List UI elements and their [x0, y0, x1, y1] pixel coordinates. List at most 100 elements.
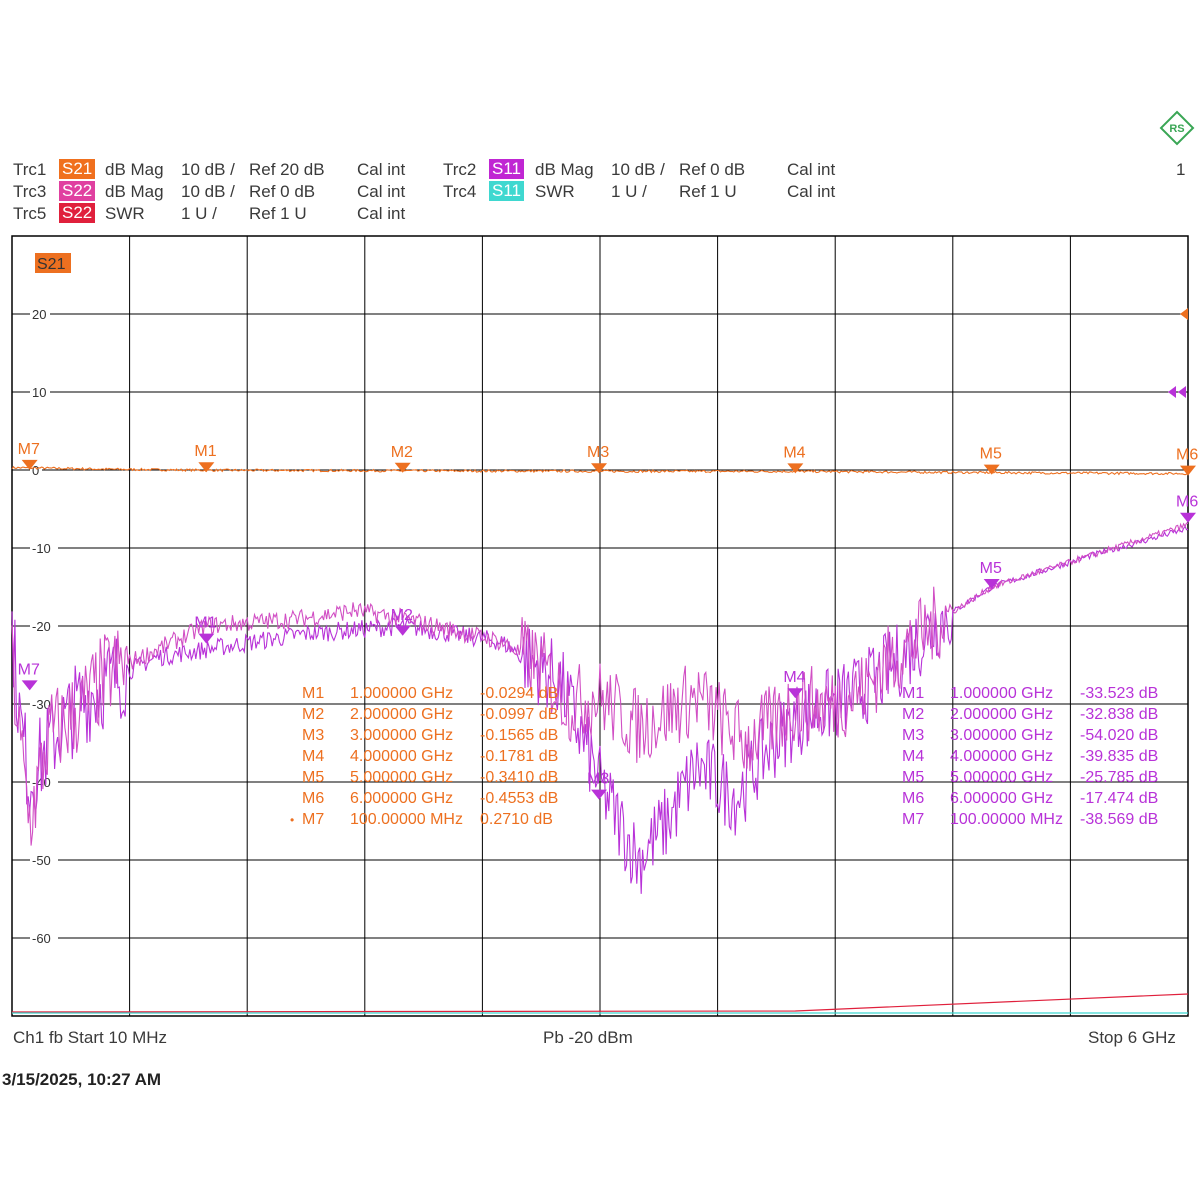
- marker-table-value: -32.838 dB: [1080, 706, 1158, 723]
- trace-reference: Ref 0 dB: [679, 160, 746, 179]
- marker-triangle: [21, 459, 38, 470]
- trace-name: Trc4: [443, 182, 477, 201]
- marker-table-value: -0.3410 dB: [480, 769, 558, 786]
- marker-table-id: M4: [302, 748, 324, 765]
- marker-label: M2: [391, 607, 413, 624]
- marker-table-frequency: 3.000000 GHz: [350, 727, 453, 744]
- marker-table-frequency: 100.00000 MHz: [950, 811, 1063, 828]
- y-tick-label: 0: [32, 463, 39, 478]
- marker-label: M4: [783, 444, 805, 461]
- active-trace-badge: [35, 253, 71, 273]
- tick-label-background: [30, 384, 50, 400]
- trace-reference: Ref 1 U: [249, 204, 307, 223]
- reference-arrow-s21: [1180, 308, 1188, 320]
- trace-format: SWR: [105, 204, 145, 223]
- marker-table-frequency: 4.000000 GHz: [350, 748, 453, 765]
- marker-table-value: -0.1565 dB: [480, 727, 558, 744]
- marker-table-id: M3: [302, 727, 324, 744]
- marker-label: M7: [18, 441, 40, 458]
- marker-table-frequency: 4.000000 GHz: [950, 748, 1053, 765]
- trace-scale: 10 dB /: [181, 160, 235, 179]
- marker-table-id: M7: [302, 811, 324, 828]
- start-frequency: Ch1 fb Start 10 MHz: [13, 1028, 168, 1047]
- marker-table-frequency: 1.000000 GHz: [350, 685, 453, 702]
- trace-swr-s22: [11, 993, 1189, 1013]
- trace-parameter-badge: S21: [59, 159, 96, 179]
- marker-triangle: [198, 462, 215, 473]
- marker-table-id: M2: [902, 706, 924, 723]
- marker-triangle: [198, 633, 215, 644]
- marker-triangle: [983, 579, 1000, 589]
- marker-table-id: M1: [902, 685, 924, 702]
- y-tick-label: -10: [32, 541, 51, 556]
- marker-table-frequency: 100.00000 MHz: [350, 811, 463, 828]
- marker-label: M2: [391, 444, 413, 461]
- active-trace-label: S21: [37, 256, 66, 273]
- marker-table-value: -0.0294 dB: [480, 685, 558, 702]
- active-marker-indicator: •: [290, 813, 294, 827]
- trace-format: dB Mag: [535, 160, 594, 179]
- power-level: Pb -20 dBm: [543, 1028, 633, 1047]
- marker-table-frequency: 5.000000 GHz: [950, 769, 1053, 786]
- y-tick-label: 20: [32, 307, 46, 322]
- marker-triangle: [394, 462, 411, 473]
- trace-calibration: Cal int: [357, 182, 406, 201]
- marker-table-frequency: 3.000000 GHz: [950, 727, 1053, 744]
- svg-text:RS: RS: [1169, 123, 1184, 135]
- trace-scale: 1 U /: [181, 204, 217, 223]
- y-tick-label: -20: [32, 619, 51, 634]
- trace-calibration: Cal int: [357, 204, 406, 223]
- y-tick-label: 10: [32, 385, 46, 400]
- marker-triangle: [21, 680, 38, 691]
- tick-label-background: [30, 306, 50, 322]
- marker-table-value: -17.474 dB: [1080, 790, 1158, 807]
- marker-triangle: [787, 688, 804, 699]
- trace-calibration: Cal int: [787, 160, 836, 179]
- tick-label-background: [30, 930, 58, 946]
- marker-label: M6: [1176, 494, 1198, 511]
- marker-table-frequency: 2.000000 GHz: [950, 706, 1053, 723]
- marker-table-frequency: 6.000000 GHz: [350, 790, 453, 807]
- marker-table-value: 0.2710 dB: [480, 811, 553, 828]
- trace-format: SWR: [535, 182, 575, 201]
- marker-table-id: M7: [902, 811, 924, 828]
- marker-triangle: [591, 463, 608, 474]
- marker-table-id: M2: [302, 706, 324, 723]
- tick-label-background: [30, 540, 58, 556]
- trace-parameter-badge: S11: [489, 181, 524, 201]
- marker-table-id: M5: [302, 769, 324, 786]
- marker-triangle: [394, 625, 411, 636]
- marker-table-value: -38.569 dB: [1080, 811, 1158, 828]
- trace-reference: Ref 0 dB: [249, 182, 316, 201]
- trace-calibration: Cal int: [787, 182, 836, 201]
- marker-table-value: -39.835 dB: [1080, 748, 1158, 765]
- trace-format: dB Mag: [105, 160, 164, 179]
- rohde-schwarz-logo-icon: RS: [1159, 110, 1195, 146]
- marker-label: M5: [980, 560, 1002, 577]
- trace-parameter-badge: S11: [489, 159, 524, 179]
- marker-label: M3: [587, 771, 609, 788]
- marker-table-id: M5: [902, 769, 924, 786]
- marker-label: M1: [194, 443, 216, 460]
- marker-table-id: M3: [902, 727, 924, 744]
- trace-reference: Ref 1 U: [679, 182, 737, 201]
- marker-triangle: [1180, 465, 1196, 476]
- timestamp: 3/15/2025, 10:27 AM: [2, 1070, 162, 1089]
- trace-format: dB Mag: [105, 182, 164, 201]
- marker-triangle: [1180, 512, 1196, 523]
- trace-name: Trc5: [13, 204, 47, 223]
- marker-triangle: [983, 464, 1000, 475]
- marker-table-id: M6: [902, 790, 924, 807]
- marker-label: M5: [980, 446, 1002, 463]
- trace-parameter-badge: S22: [59, 181, 96, 201]
- marker-table-frequency: 6.000000 GHz: [950, 790, 1053, 807]
- channel-count: 1: [1176, 160, 1186, 179]
- trace-name: Trc2: [443, 160, 477, 179]
- tick-label-background: [30, 852, 58, 868]
- marker-table-value: -33.523 dB: [1080, 685, 1158, 702]
- marker-table-value: -25.785 dB: [1080, 769, 1158, 786]
- stop-frequency: Stop 6 GHz: [1088, 1028, 1176, 1047]
- marker-label: M6: [1176, 447, 1198, 464]
- marker-label: M3: [587, 444, 609, 461]
- marker-table-value: -0.4553 dB: [480, 790, 558, 807]
